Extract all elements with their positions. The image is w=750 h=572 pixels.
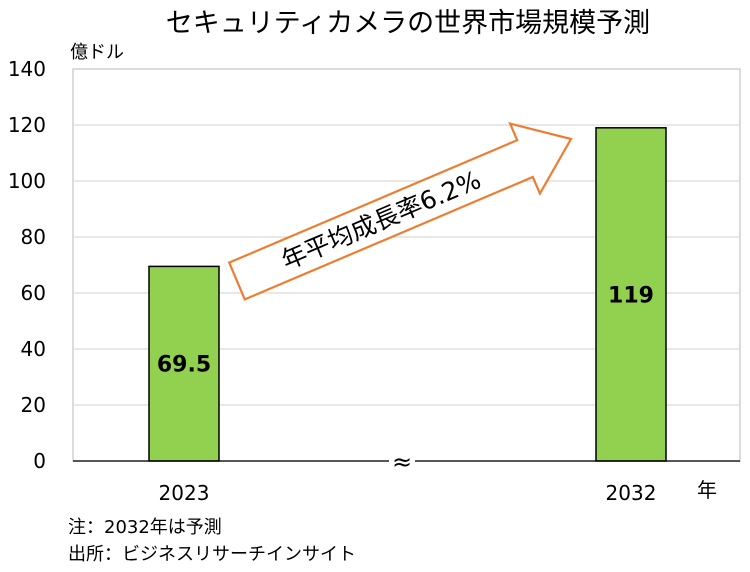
y-tick-label: 40	[21, 337, 46, 361]
y-tick-label: 120	[8, 113, 46, 137]
y-axis-ticks: 0 20 40 60 80 100 120 140	[8, 57, 46, 473]
y-tick-label: 60	[21, 281, 46, 305]
bars	[148, 127, 667, 462]
y-tick-label: 0	[33, 449, 46, 473]
axis-break-mark: ≈	[389, 447, 415, 476]
bar-value-label: 69.5	[157, 353, 211, 378]
y-tick-label: 140	[8, 57, 46, 81]
data-labels: 69.5 119	[157, 283, 654, 377]
x-axis-unit-label: 年	[697, 478, 717, 502]
y-tick-label: 80	[21, 225, 46, 249]
y-axis-unit-label: 億ドル	[70, 42, 124, 63]
note-source: 出所：ビジネスリサーチインサイト	[68, 544, 356, 565]
axis-break-gap	[389, 447, 415, 473]
y-tick-label: 100	[8, 169, 46, 193]
bar	[595, 127, 667, 462]
cagr-annotation: 年平均成長率6.2%	[277, 165, 485, 275]
chart-title: セキュリティカメラの世界市場規模予測	[166, 8, 650, 39]
cagr-arrow: 年平均成長率6.2%	[227, 121, 573, 301]
cagr-arrow-shape	[227, 121, 573, 301]
bar-value-label: 119	[608, 283, 654, 308]
x-tick-label: 2023	[159, 481, 210, 505]
x-tick-label: 2032	[606, 481, 657, 505]
y-tick-label: 20	[21, 393, 46, 417]
note-forecast: 注：2032年は予測	[68, 517, 222, 538]
x-axis-ticks: 2023 2032	[159, 481, 657, 505]
axis-break-symbol: ≈	[392, 448, 412, 476]
